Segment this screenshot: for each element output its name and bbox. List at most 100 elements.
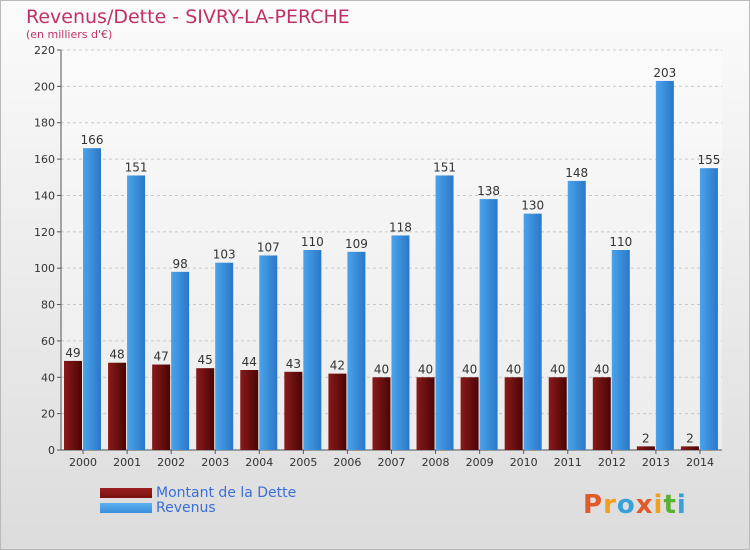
- data-label-revenus: 148: [565, 166, 588, 180]
- data-label-dette: 47: [153, 350, 168, 364]
- y-tick-label: 40: [41, 371, 55, 384]
- bar-revenus: [523, 213, 542, 450]
- data-label-dette: 44: [242, 355, 257, 369]
- bar-dette: [592, 377, 611, 450]
- bar-revenus: [611, 250, 630, 450]
- bar-dette: [196, 368, 215, 450]
- logo-letter: P: [583, 490, 604, 520]
- bar-revenus: [215, 262, 234, 450]
- chart-subtitle: (en milliers d'€): [26, 28, 113, 41]
- x-tick-label: 2013: [642, 456, 670, 469]
- bar-revenus: [347, 251, 366, 450]
- x-tick-label: 2008: [422, 456, 450, 469]
- bar-revenus: [259, 255, 278, 450]
- legend-label-dette: Montant de la Dette: [156, 485, 297, 501]
- logo-letter: o: [616, 490, 636, 520]
- data-label-revenus: 98: [172, 257, 187, 271]
- data-label-dette: 40: [594, 362, 609, 376]
- logo-letter: r: [603, 490, 617, 520]
- logo-letter: i: [653, 490, 664, 520]
- y-tick-label: 160: [34, 153, 55, 166]
- bar-dette: [636, 446, 655, 450]
- proxiti-logo: Proxiti: [583, 490, 687, 520]
- bar-revenus: [127, 175, 146, 451]
- bar-revenus: [699, 168, 718, 450]
- data-label-revenus: 151: [125, 160, 148, 174]
- x-tick-label: 2012: [598, 456, 626, 469]
- bar-dette: [504, 377, 523, 450]
- x-tick-label: 2002: [157, 456, 185, 469]
- data-label-revenus: 151: [433, 160, 456, 174]
- data-label-dette: 2: [686, 431, 694, 445]
- data-label-dette: 43: [286, 357, 301, 371]
- x-tick-label: 2004: [245, 456, 273, 469]
- y-tick-label: 180: [34, 117, 55, 130]
- y-tick-label: 200: [34, 80, 55, 93]
- x-tick-label: 2003: [201, 456, 229, 469]
- y-tick-label: 140: [34, 189, 55, 202]
- data-label-revenus: 103: [213, 248, 236, 262]
- bar-dette: [64, 360, 82, 450]
- x-tick-label: 2006: [333, 456, 361, 469]
- y-tick-label: 120: [34, 226, 55, 239]
- x-tick-label: 2001: [113, 456, 141, 469]
- logo-letter: t: [663, 490, 677, 520]
- data-label-revenus: 110: [609, 235, 632, 249]
- bar-dette: [328, 373, 347, 450]
- logo-letter: x: [635, 490, 654, 520]
- bar-dette: [108, 362, 127, 450]
- data-label-revenus: 166: [81, 133, 104, 147]
- bar-dette: [460, 377, 479, 450]
- x-tick-label: 2011: [554, 456, 582, 469]
- chart-title: Revenus/Dette - SIVRY-LA-PERCHE: [26, 6, 350, 28]
- data-label-dette: 40: [506, 362, 521, 376]
- bar-revenus: [303, 250, 322, 450]
- y-tick-label: 80: [41, 299, 55, 312]
- data-label-dette: 40: [462, 362, 477, 376]
- bar-revenus: [479, 199, 498, 450]
- bar-revenus: [567, 180, 586, 450]
- data-label-dette: 42: [330, 359, 345, 373]
- bar-revenus: [83, 148, 101, 450]
- bar-dette: [680, 446, 699, 450]
- data-label-dette: 45: [198, 353, 213, 367]
- bar-dette: [284, 371, 303, 450]
- logo-letter: i: [676, 490, 687, 520]
- x-tick-label: 2014: [686, 456, 714, 469]
- data-label-dette: 48: [109, 348, 124, 362]
- data-label-revenus: 107: [257, 240, 280, 254]
- legend-swatch-dette: [100, 488, 152, 498]
- legend-swatch-revenus: [100, 503, 152, 513]
- bar-dette: [416, 377, 435, 450]
- bar-revenus: [391, 235, 410, 450]
- x-tick-label: 2009: [466, 456, 494, 469]
- data-label-dette: 40: [374, 362, 389, 376]
- data-label-revenus: 203: [653, 66, 676, 80]
- x-tick-label: 2010: [510, 456, 538, 469]
- y-tick-label: 20: [41, 408, 55, 421]
- data-label-dette: 40: [550, 362, 565, 376]
- x-tick-label: 2000: [69, 456, 97, 469]
- data-label-dette: 2: [642, 431, 650, 445]
- data-label-revenus: 109: [345, 237, 368, 251]
- bar-revenus: [655, 80, 674, 450]
- legend-label-revenus: Revenus: [156, 500, 216, 516]
- data-label-dette: 40: [418, 362, 433, 376]
- y-tick-label: 100: [34, 262, 55, 275]
- x-tick-label: 2007: [378, 456, 406, 469]
- y-tick-label: 220: [34, 44, 55, 57]
- bar-dette: [372, 377, 391, 450]
- y-tick-label: 0: [48, 444, 55, 457]
- data-label-revenus: 130: [521, 199, 544, 213]
- data-label-dette: 49: [65, 346, 80, 360]
- bar-dette: [240, 370, 259, 450]
- data-label-revenus: 138: [477, 184, 500, 198]
- x-tick-label: 2005: [289, 456, 317, 469]
- bar-revenus: [171, 271, 190, 450]
- bar-dette: [152, 364, 171, 450]
- data-label-revenus: 110: [301, 235, 324, 249]
- bar-revenus: [435, 175, 454, 451]
- y-tick-label: 60: [41, 335, 55, 348]
- bar-dette: [548, 377, 567, 450]
